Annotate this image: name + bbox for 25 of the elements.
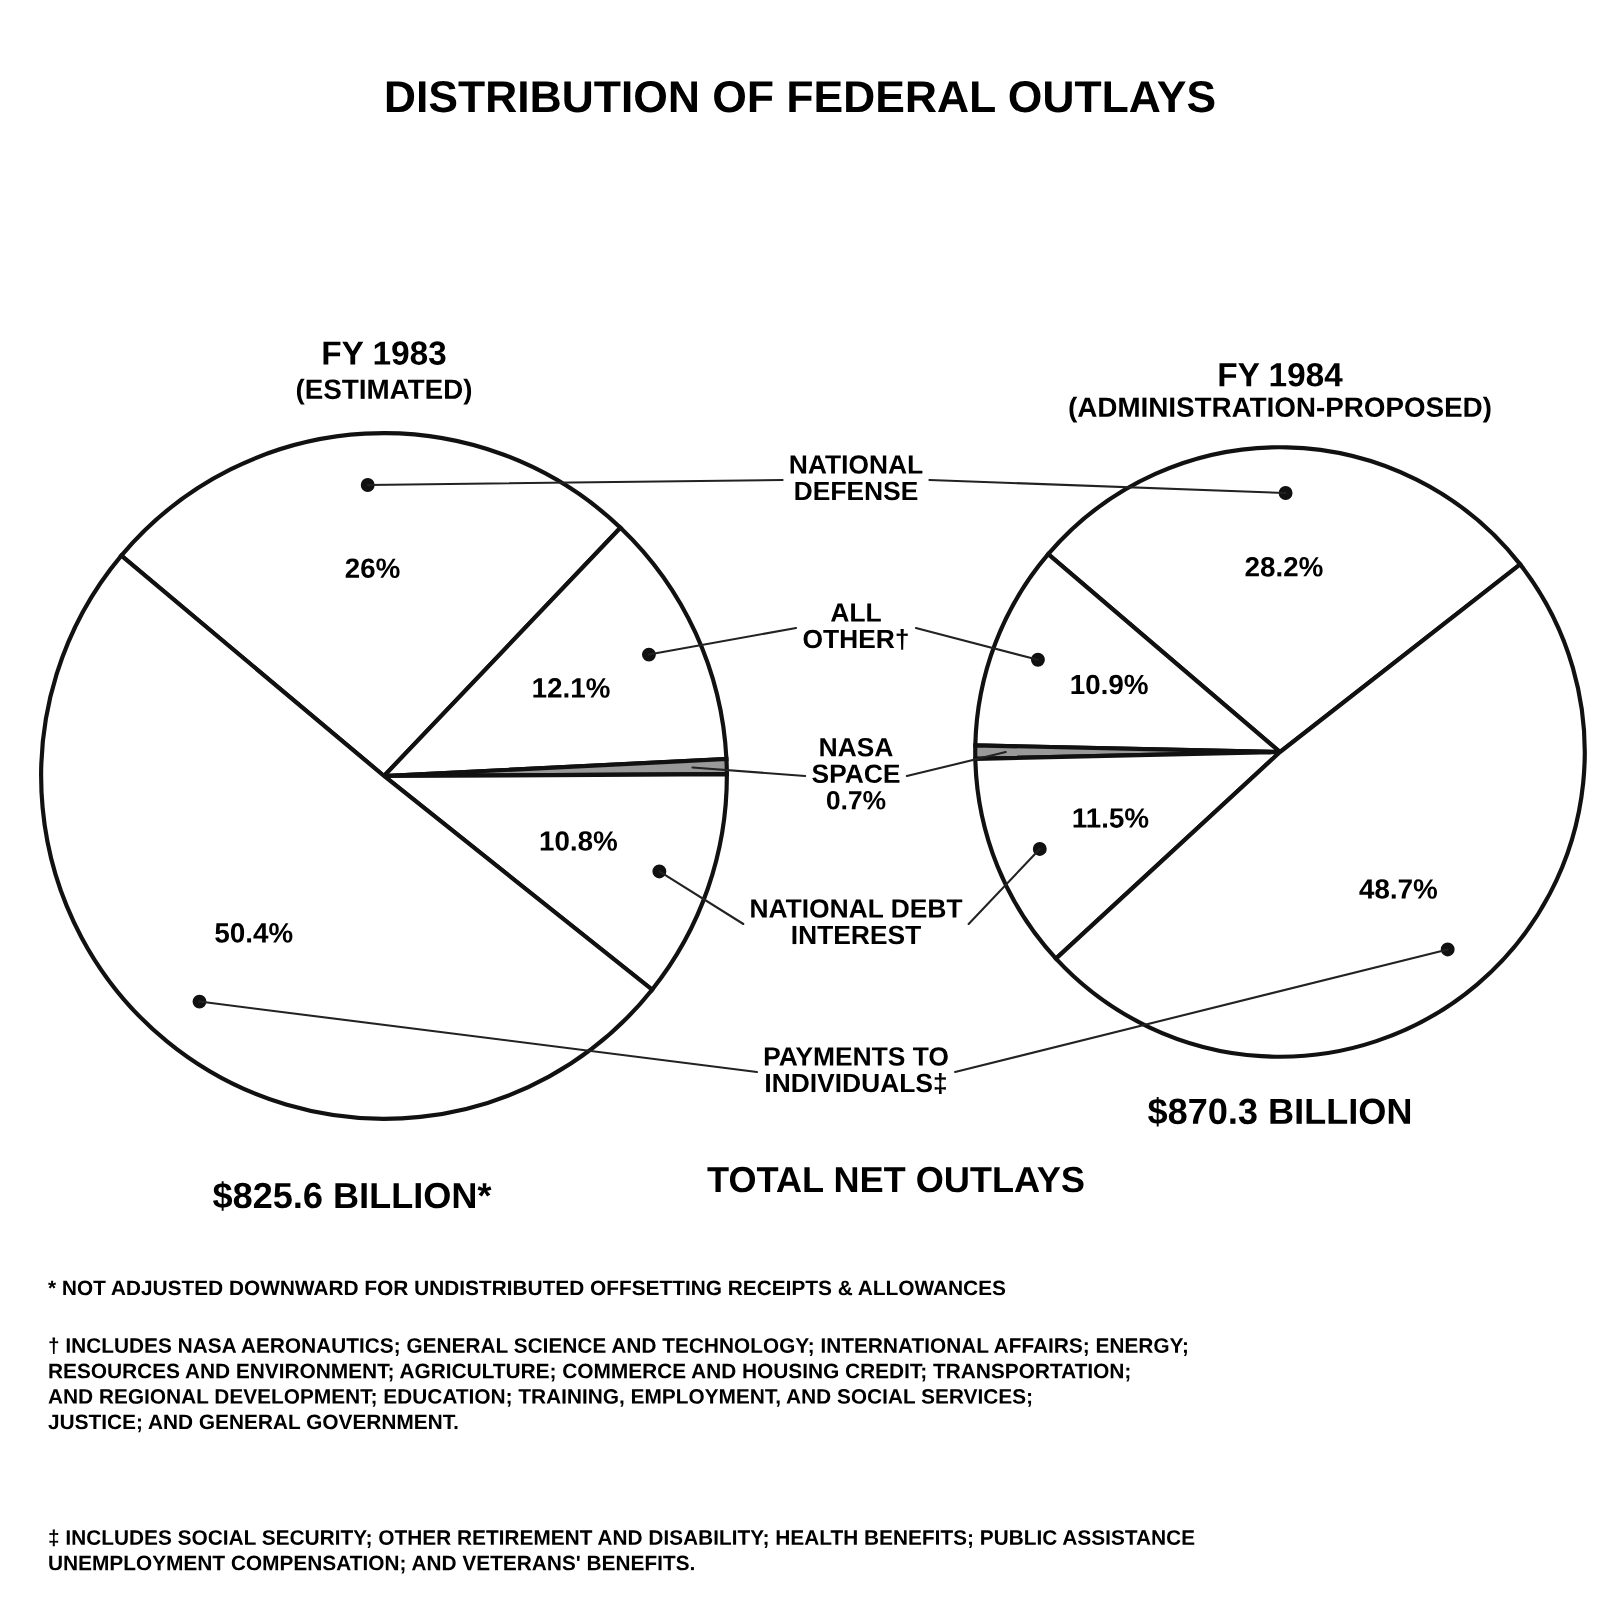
data-label: 10.9%	[1071, 674, 1148, 695]
slice-label: NATIONAL DEFENSE	[790, 455, 923, 501]
slice-label: NASA SPACE	[812, 737, 900, 784]
chart-title: FY 1983	[323, 341, 446, 365]
chart-subtitle: (ADMINISTRATION-PROPOSED)	[1069, 396, 1491, 423]
slice-label: ALL OTHER†	[803, 603, 908, 650]
data-label: 11.5%	[1073, 808, 1149, 828]
text: † INCLUDES NASA AERONAUTICS; GENERAL SCIENCE AND TECHNOLOGY; INTERNATIONAL AFFAIRS; ENERGY; RESOURCES AND ENVIRONMENT; AGRICULTURE; COMMERCE AND HOUSING CREDIT; TRANSPORTATION; AND REGIONAL DEVELOPMENT; EDUCATION; TRAINING, EMPLOYMENT, AND SOCIAL SERVICES; JUSTICE; AND GENERAL GOVERNMENT.	[48, 1337, 1187, 1433]
chart-subtitle: (ESTIMATED)	[296, 378, 472, 405]
chart-title: FY 1984	[1219, 363, 1343, 387]
text: * NOT ADJUSTED DOWNWARD FOR UNDISTRIBUTED OFFSETTING RECEIPTS & ALLOWANCES	[48, 1280, 1006, 1296]
slice-label: PAYMENTS TO INDIVIDUALS‡	[764, 1047, 948, 1094]
data-label: 10.8%	[540, 831, 618, 851]
text: $825.6 BILLION*	[213, 1181, 492, 1211]
data-label: 50.4%	[215, 923, 293, 943]
data-label: 0.7%	[826, 790, 886, 810]
text: TOTAL NET OUTLAYS	[707, 1166, 1084, 1193]
text: DISTRIBUTION OF FEDERAL OUTLAYS	[386, 80, 1215, 113]
text: $870.3 BILLION	[1148, 1097, 1411, 1127]
slice-label: NATIONAL DEBT INTEREST	[751, 899, 963, 945]
data-label: 12.1%	[533, 678, 610, 698]
data-label: 26%	[345, 558, 400, 579]
data-label: 28.2%	[1245, 556, 1323, 577]
data-label: 48.7%	[1359, 879, 1438, 899]
text: ‡ INCLUDES SOCIAL SECURITY; OTHER RETIREMENT AND DISABILITY; HEALTH BENEFITS; PUBLIC ASSISTANCE UNEMPLOYMENT COMPENSATION; AND VETERANS' BENEFITS.	[49, 1529, 1195, 1574]
